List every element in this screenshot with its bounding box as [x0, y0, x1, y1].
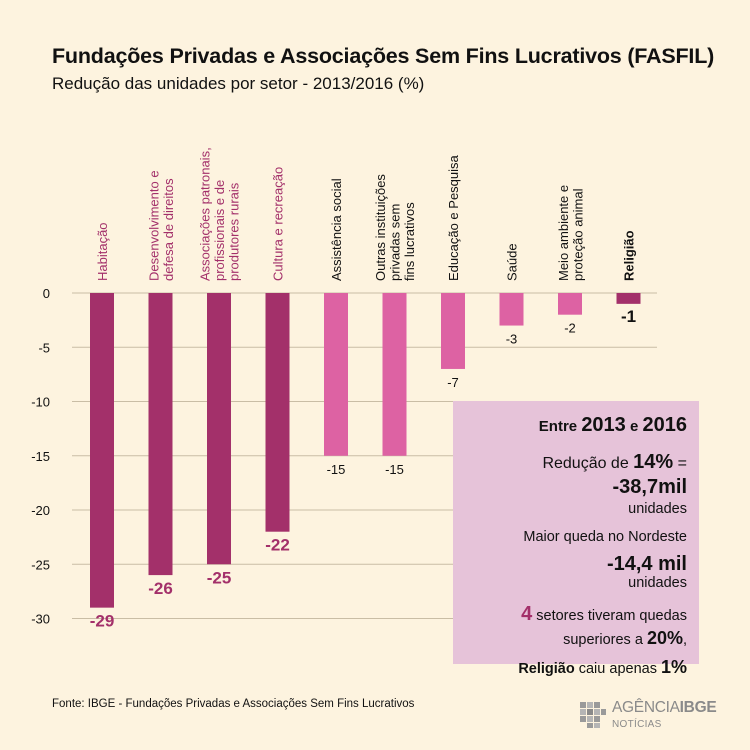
category-label-line: proteção animal: [570, 188, 585, 281]
category-label: Associações patronais, profissionais e de…: [198, 147, 242, 281]
summary-religion: Religião caiu apenas 1%: [518, 656, 687, 677]
category-label-line: Saúde: [505, 243, 520, 281]
summary-period: Entre 2013 e 2016: [538, 414, 687, 436]
bar: [148, 293, 173, 576]
logo-subtitle: NOTÍCIAS: [612, 719, 662, 730]
chart-subtitle: Redução das unidades por setor - 2013/20…: [52, 74, 425, 93]
bar: [324, 293, 348, 456]
agencia-ibge-logo: AGÊNCIAIBGE NOTÍCIAS: [578, 698, 717, 734]
category-label-line: Assistência social: [329, 178, 344, 281]
y-tick-label: -15: [31, 449, 50, 464]
category-label-line: Desenvolvimento e: [146, 170, 161, 281]
value-label: -22: [265, 536, 290, 555]
summary-box: Entre 2013 e 2016 Redução de 14% = -38,7…: [453, 401, 699, 677]
category-label-line: Meio ambiente e: [556, 185, 571, 281]
summary-northeast-value: -14,4 mil: [606, 553, 687, 576]
value-label: -15: [385, 462, 404, 477]
category-label-line: fins lucrativos: [402, 202, 417, 281]
summary-units-2: unidades: [628, 575, 687, 592]
value-label: -2: [564, 321, 576, 336]
category-label-line: Religião: [622, 230, 637, 281]
category-label-line: produtores rurais: [227, 182, 242, 281]
y-tick-label: -5: [38, 340, 50, 355]
bar: [90, 293, 114, 608]
bar: [558, 293, 582, 315]
y-tick-label: -30: [31, 612, 50, 627]
category-label: Educação e Pesquisa: [446, 154, 461, 281]
category-label-line: defesa de direitos: [161, 178, 176, 281]
category-label-line: profissionais e de: [212, 180, 227, 281]
category-label: Habitação: [95, 222, 110, 281]
value-label: -26: [148, 579, 173, 598]
category-label: Outras instituições privadas sem fins lucr…: [373, 174, 417, 281]
value-label: -15: [327, 462, 346, 477]
summary-reduction: Redução de 14% = -38,7mil: [542, 451, 687, 498]
summary-sectors: 4 setores tiveram quedas: [521, 603, 687, 626]
category-label: Assistência social: [329, 178, 344, 281]
value-label: -7: [447, 375, 459, 390]
bar: [382, 293, 407, 456]
y-tick-label: -10: [31, 395, 50, 410]
value-label: -3: [506, 332, 518, 347]
summary-threshold: superiores a 20%,: [563, 628, 687, 649]
category-label: Cultura e recreação: [271, 167, 286, 281]
category-label: Meio ambiente e proteção animal: [556, 185, 586, 281]
category-label-line: Habitação: [95, 222, 110, 281]
category-label: Desenvolvimento e defesa de direitos: [146, 170, 176, 281]
ibge-logo-icon: [580, 702, 606, 728]
bar: [441, 293, 465, 369]
category-label: Religião: [622, 230, 637, 281]
bar-chart: 0 -5 -10 -15 -20 -25 -30 -29 Habitação -26 Desenvo…: [31, 147, 657, 631]
summary-northeast: Maior queda no Nordeste: [523, 529, 687, 546]
category-label: Saúde: [505, 243, 520, 281]
summary-units-1: unidades: [628, 501, 687, 517]
y-tick-label: -20: [31, 503, 50, 518]
category-label-line: Educação e Pesquisa: [446, 154, 461, 281]
value-label: -25: [207, 568, 232, 587]
bar: [616, 293, 641, 304]
source-note: Fonte: IBGE - Fundações Privadas e Assoc…: [52, 698, 415, 710]
bar: [207, 293, 231, 565]
bar: [265, 293, 290, 532]
chart-title: Fundações Privadas e Associações Sem Fin…: [52, 44, 715, 68]
logo-brand: AGÊNCIAIBGE: [612, 699, 717, 716]
category-label-line: Outras instituições: [373, 174, 388, 281]
category-label-line: Cultura e recreação: [271, 167, 286, 281]
bar: [499, 293, 524, 326]
category-label-line: Associações patronais,: [198, 147, 213, 281]
category-label-line: privadas sem: [388, 204, 403, 281]
value-label: -1: [621, 307, 636, 326]
y-tick-label: -25: [31, 557, 50, 572]
y-tick-label: 0: [43, 286, 50, 301]
value-label: -29: [90, 612, 115, 631]
